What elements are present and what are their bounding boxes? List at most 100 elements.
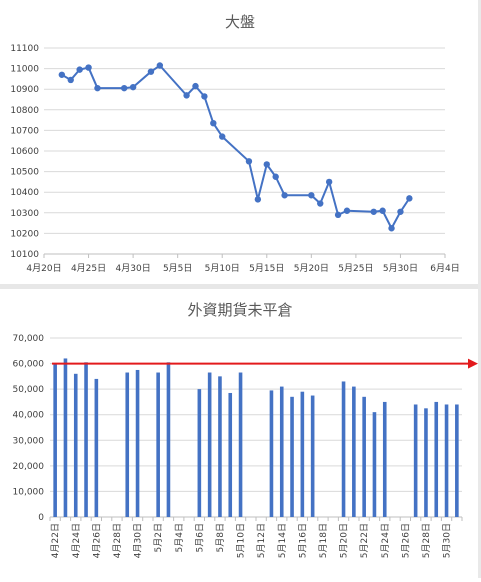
x-tick-label: 4月28日 (112, 523, 123, 558)
bar (434, 401, 439, 517)
x-tick-label: 5月15日 (249, 263, 284, 274)
bar (300, 391, 305, 517)
bar (382, 401, 387, 517)
y-tick-label: 60,000 (13, 360, 45, 370)
data-point (334, 211, 342, 219)
data-point (58, 71, 66, 78)
data-point (272, 173, 279, 180)
x-tick-label: 5月10日 (205, 263, 240, 274)
bar (197, 389, 202, 517)
x-tick-label: 5月4日 (174, 523, 185, 552)
x-tick-label: 5月6日 (194, 523, 205, 552)
bar (207, 372, 212, 517)
bar (279, 386, 284, 517)
x-tick-label: 4月20日 (26, 263, 61, 274)
data-point (370, 208, 377, 215)
data-point (76, 66, 83, 73)
y-tick-label: 10200 (10, 229, 39, 239)
x-tick-label: 5月18日 (318, 523, 329, 558)
x-tick-label: 5月24日 (380, 523, 391, 558)
data-point (406, 195, 413, 202)
bar (269, 390, 274, 517)
y-tick-label: 30,000 (13, 436, 45, 446)
data-point (192, 82, 199, 90)
x-tick-label: 5月14日 (277, 523, 288, 558)
data-point (281, 192, 288, 199)
bar (125, 372, 130, 517)
y-tick-label: 10100 (10, 250, 39, 260)
y-tick-label: 70,000 (13, 334, 45, 344)
data-point (245, 158, 253, 165)
index-line-chart: 大盤 10100 10200 10300 10400 10500 10600 10700 10… (10, 13, 459, 274)
data-point (388, 225, 395, 232)
y-tick-label: 10400 (10, 188, 39, 198)
x-tick-label: 5月20日 (294, 263, 329, 274)
y-tick-label: 10600 (10, 147, 39, 157)
x-tick-label: 4月30日 (133, 523, 144, 558)
window-edge (478, 0, 481, 578)
y-tick-label: 10500 (10, 168, 39, 178)
x-tick-label: 5月30日 (442, 523, 453, 558)
data-point (325, 178, 333, 186)
y-tick-label: 0 (38, 513, 44, 523)
bar (455, 404, 459, 517)
x-tick-label: 4月30日 (116, 263, 151, 274)
y-tick-label: 10300 (10, 209, 39, 219)
data-point (317, 200, 324, 207)
foreign-futures-bar-chart: 外資期貨未平倉 0 10,000 20,000 30,000 40,000 50,000 6… (13, 301, 478, 558)
bar (444, 404, 449, 517)
bar (238, 372, 243, 517)
x-tick-label: 5月2日 (153, 523, 164, 552)
bar (228, 392, 233, 517)
data-point (94, 84, 101, 92)
bar (63, 358, 68, 517)
data-point (129, 83, 137, 91)
x-tick-label: 4月25日 (71, 263, 106, 274)
bar (156, 372, 160, 517)
data-point (219, 133, 226, 140)
y-tick-label: 10700 (10, 126, 39, 136)
bar (53, 363, 57, 517)
data-point (397, 208, 404, 215)
y-tick-label: 20,000 (13, 462, 45, 472)
data-point (147, 68, 155, 75)
chart-title: 外資期貨未平倉 (187, 301, 292, 319)
bar (424, 408, 428, 517)
data-point (156, 62, 164, 69)
x-tick-label: 4月24日 (71, 523, 82, 558)
panel-separator (0, 284, 481, 289)
x-tick-label: 5月26日 (400, 523, 411, 558)
data-point (343, 207, 351, 214)
y-tick-label: 11000 (10, 65, 39, 75)
data-point (379, 207, 386, 214)
data-point (263, 161, 270, 168)
data-point (121, 84, 128, 92)
bar (413, 404, 418, 517)
bar (166, 362, 171, 517)
reference-arrow-head (468, 358, 478, 369)
foreign-futures-bar-chart-panel: 外資期貨未平倉 0 10,000 20,000 30,000 40,000 50,000 6… (0, 289, 481, 578)
chart-title: 大盤 (225, 13, 255, 31)
data-point (201, 93, 208, 100)
bar (341, 381, 346, 517)
x-tick-label: 5月20日 (339, 523, 350, 558)
bar (310, 395, 315, 517)
y-tick-label: 10,000 (13, 487, 45, 497)
x-tick-label: 5月8日 (215, 523, 226, 552)
bar (352, 386, 356, 517)
x-tick-label: 5月12日 (256, 523, 267, 558)
data-point (183, 92, 190, 99)
x-tick-label: 5月28日 (421, 523, 432, 558)
bar (290, 396, 294, 517)
bar (372, 412, 377, 517)
y-tick-label: 10800 (10, 106, 39, 116)
x-tick-label: 5月10日 (236, 523, 247, 558)
data-point (308, 192, 315, 199)
data-point (210, 119, 217, 127)
x-tick-label: 4月26日 (91, 523, 102, 558)
y-tick-label: 50,000 (13, 385, 45, 395)
bar (362, 396, 366, 517)
data-point (85, 64, 92, 71)
bar (84, 362, 88, 517)
bar (135, 369, 140, 517)
